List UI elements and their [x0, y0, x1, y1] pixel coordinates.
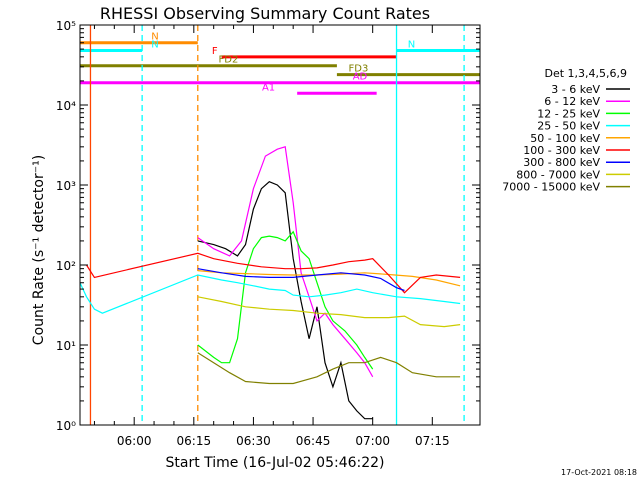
x-tick-label: 07:15 — [415, 434, 450, 448]
series-line — [79, 274, 461, 314]
legend-label: 12 - 25 keV — [537, 107, 600, 120]
x-tick-label: 07:00 — [355, 434, 390, 448]
x-axis: 06:00 06:15 06:30 06:45 07:00 07:15 — [93, 25, 450, 448]
flag-label: N — [151, 40, 158, 51]
series-line — [197, 181, 373, 420]
flag-label: FD3 — [349, 64, 369, 75]
time-markers — [89, 25, 465, 425]
y-tick-label: 10² — [56, 259, 76, 273]
timestamp: 17-Oct-2021 08:18 — [561, 468, 637, 477]
legend-label: 50 - 100 keV — [530, 132, 600, 145]
legend-label: 800 - 7000 keV — [516, 168, 600, 181]
legend-label: 300 - 800 keV — [523, 156, 600, 169]
legend-label: 25 - 50 keV — [537, 120, 600, 133]
plot-frame — [79, 24, 481, 426]
flag-label: N — [408, 40, 415, 51]
x-tick-label: 06:30 — [236, 434, 271, 448]
series-line — [85, 252, 461, 294]
flag-label: A1 — [262, 82, 275, 93]
flag-label: AD — [353, 72, 368, 83]
chart-title: RHESSI Observing Summary Count Rates — [100, 4, 430, 23]
legend-label: 7000 - 15000 keV — [502, 181, 600, 194]
series-line — [197, 146, 374, 378]
series-line — [197, 270, 461, 287]
y-tick-label: 10⁴ — [56, 99, 76, 113]
flag-label: FD2 — [219, 55, 239, 66]
x-axis-label: Start Time (16-Jul-02 05:46:22) — [165, 455, 384, 471]
y-axis: 10⁰ 10¹ 10² 10³ 10⁴ 10⁵ — [56, 19, 480, 433]
series-line — [197, 230, 374, 370]
y-axis-label: Count Rate (s⁻¹ detector⁻¹) — [31, 155, 47, 345]
y-tick-label: 10⁵ — [56, 19, 76, 33]
series-line — [197, 352, 461, 385]
legend-label: 6 - 12 keV — [544, 95, 600, 108]
series-lines — [79, 146, 461, 420]
series-line — [197, 268, 405, 292]
y-tick-label: 10⁰ — [56, 419, 76, 433]
series-line — [197, 296, 461, 328]
y-tick-label: 10¹ — [56, 339, 76, 353]
flag-label: N — [151, 32, 158, 43]
x-tick-label: 06:45 — [296, 434, 331, 448]
x-tick-label: 06:15 — [177, 434, 212, 448]
legend-title: Det 1,3,4,5,6,9 — [544, 67, 627, 80]
legend-label: 100 - 300 keV — [523, 144, 600, 157]
y-tick-label: 10³ — [56, 179, 76, 193]
x-tick-label: 06:00 — [117, 434, 152, 448]
legend-label: 3 - 6 keV — [551, 83, 600, 96]
flag-label: F — [212, 46, 218, 57]
